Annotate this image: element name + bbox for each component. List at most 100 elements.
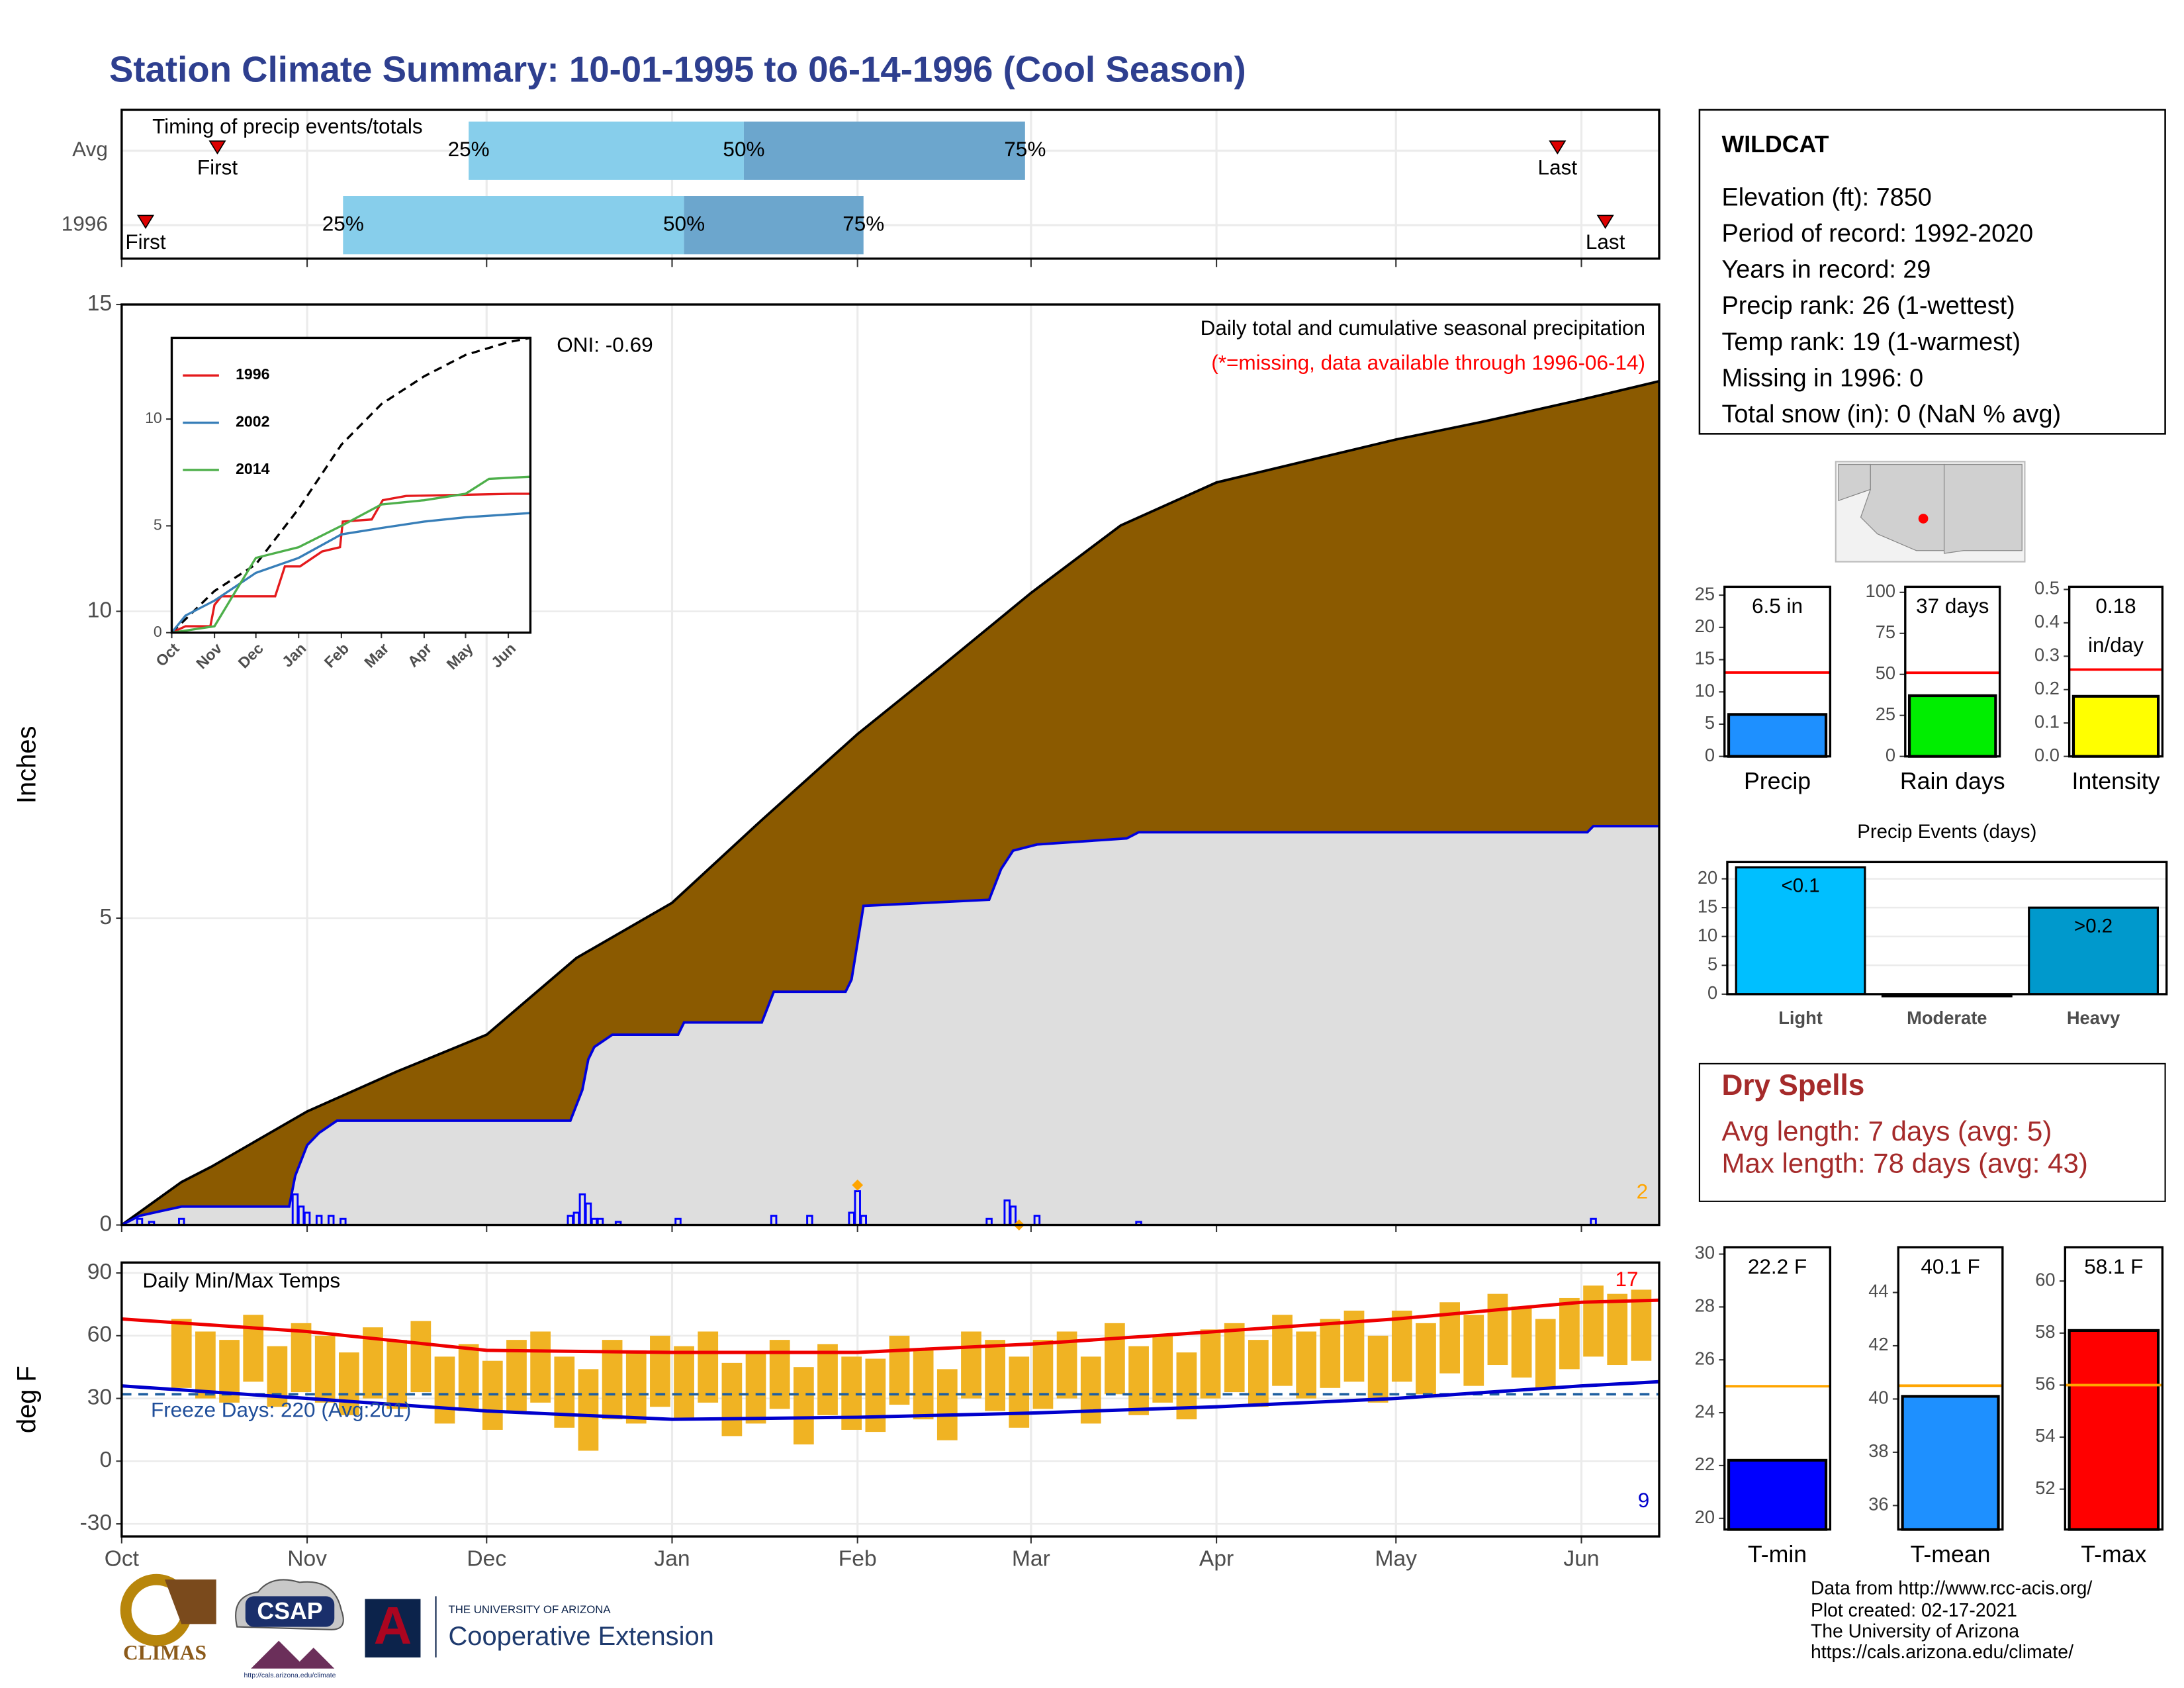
annotation: ONI: -0.69 — [557, 332, 653, 356]
footer-line: https://cals.arizona.edu/climate/ — [1811, 1642, 2073, 1663]
station-line: Period of record: 1992-2020 — [1722, 220, 2034, 248]
temp-range-bar — [721, 1362, 743, 1436]
y-tick-label: 0 — [154, 623, 162, 640]
station-line: Precip rank: 26 (1-wettest) — [1722, 292, 2015, 320]
y-tick-label: 25 — [1695, 583, 1715, 604]
annotation: Freeze Days: 220 (Avg:201) — [151, 1397, 411, 1421]
annotation: 9 — [1638, 1488, 1650, 1512]
event-label: First — [125, 230, 165, 254]
page-title: Station Climate Summary: 10-01-1995 to 0… — [109, 50, 1246, 90]
plot-frame — [120, 1261, 1661, 1538]
map-region — [1943, 463, 2023, 554]
daily-bar — [297, 1205, 305, 1227]
timing-bar — [684, 196, 864, 255]
csap-logo — [245, 1596, 335, 1627]
y-tick-label: 54 — [2035, 1425, 2055, 1446]
event-label: First — [197, 155, 238, 179]
value-label: 37 days — [1916, 594, 1989, 618]
x-tick-label: Light — [1778, 1008, 1823, 1028]
y-axis-label: deg F — [13, 1366, 42, 1433]
temp-range-bar — [936, 1369, 958, 1440]
temp-range-bar — [1583, 1285, 1604, 1357]
plot-frame — [120, 109, 1661, 260]
daily-bar — [1009, 1205, 1017, 1227]
y-tick-label: 0.4 — [2034, 611, 2060, 632]
cumulative-line — [120, 825, 1660, 1227]
temp-range-bar — [1416, 1323, 1436, 1395]
temp-range-bar — [817, 1344, 838, 1415]
x-tick-label: Apr — [1199, 1547, 1234, 1571]
temp-range-bar — [458, 1344, 479, 1411]
temp-range-bar — [1511, 1306, 1532, 1378]
daily-bar — [806, 1215, 813, 1227]
logos: CLIMAS CSAP http://cals.arizona.edu/clim… — [120, 1573, 714, 1679]
ua-main: Cooperative Extension — [448, 1622, 713, 1651]
bar — [1901, 1395, 2000, 1531]
legend-label: 2002 — [236, 413, 269, 430]
y-tick-label: -30 — [80, 1511, 113, 1535]
y-tick-label: 22 — [1695, 1454, 1715, 1474]
row-label: Avg — [72, 137, 108, 161]
y-tick-label: 44 — [1868, 1281, 1888, 1301]
dry-spells-line: Avg length: 7 days (avg: 5) — [1722, 1115, 2052, 1147]
temp-range-bar — [1535, 1319, 1556, 1388]
daily-bar — [854, 1190, 861, 1227]
y-tick-label: 0 — [1707, 982, 1717, 1003]
plot-frame — [170, 336, 532, 634]
temp-range-bar — [625, 1350, 647, 1424]
y-tick-label: 0.2 — [2034, 678, 2060, 698]
plot-frame — [1726, 861, 2168, 996]
locator-map — [1835, 461, 2026, 563]
daily-bar — [327, 1215, 335, 1227]
temp-range-bar — [171, 1319, 192, 1388]
y-tick-label: 26 — [1695, 1348, 1715, 1368]
x-tick-label: Jan — [654, 1547, 690, 1571]
event-label: Last — [1538, 155, 1578, 179]
y-tick-label: 58 — [2035, 1321, 2055, 1342]
plot-frame — [2068, 585, 2164, 758]
station-line: Missing in 1996: 0 — [1722, 364, 1924, 392]
ua-logo — [365, 1599, 421, 1658]
csap-text: CSAP — [257, 1598, 322, 1624]
plot-frame — [2064, 1246, 2164, 1531]
plot-frame — [1723, 585, 1832, 758]
legend-label: 2014 — [236, 460, 270, 477]
annotation: Daily total and cumulative seasonal prec… — [1201, 316, 1645, 340]
temp-range-bar — [410, 1321, 432, 1393]
x-tick-label: Oct — [105, 1547, 140, 1571]
value-label: 40.1 F — [1921, 1254, 1979, 1278]
x-tick-label: May — [1375, 1547, 1418, 1571]
y-tick-label: 38 — [1868, 1440, 1888, 1461]
y-tick-label: 100 — [1866, 581, 1896, 601]
legend-label: 1996 — [236, 365, 270, 383]
station-line: Years in record: 29 — [1722, 256, 1931, 284]
series-line — [171, 336, 531, 633]
y-tick-label: 0 — [99, 1448, 112, 1472]
event-marker — [1549, 140, 1567, 155]
daily-bar — [1003, 1199, 1011, 1227]
value-unit: in/day — [2088, 633, 2144, 657]
y-tick-label: 52 — [2035, 1477, 2055, 1498]
temp-range-bar — [650, 1335, 670, 1407]
row-label: 1996 — [62, 211, 108, 235]
temp-range-bar — [195, 1331, 216, 1399]
station-dot — [1918, 514, 1929, 524]
temp-range-bar — [1296, 1331, 1317, 1399]
station-name: WILDCAT — [1722, 131, 1829, 158]
event-marker — [208, 140, 226, 155]
y-tick-label: 90 — [87, 1260, 112, 1284]
y-tick-label: 0 — [1705, 745, 1715, 765]
footer-line: Plot created: 02-17-2021 — [1811, 1600, 2017, 1621]
plot-frame — [120, 303, 1661, 1227]
daily-bar — [1033, 1215, 1041, 1227]
percentile-label: 25% — [322, 211, 364, 235]
temp-range-bar — [985, 1340, 1005, 1411]
event-label: Last — [1586, 230, 1625, 254]
y-tick-label: 36 — [1868, 1494, 1888, 1515]
y-tick-label: 60 — [2035, 1269, 2055, 1289]
temp-range-bar — [1559, 1297, 1580, 1370]
average-line — [121, 1298, 1660, 1354]
x-tick-label: Jun — [1563, 1547, 1599, 1571]
y-tick-label: 5 — [1707, 954, 1717, 974]
